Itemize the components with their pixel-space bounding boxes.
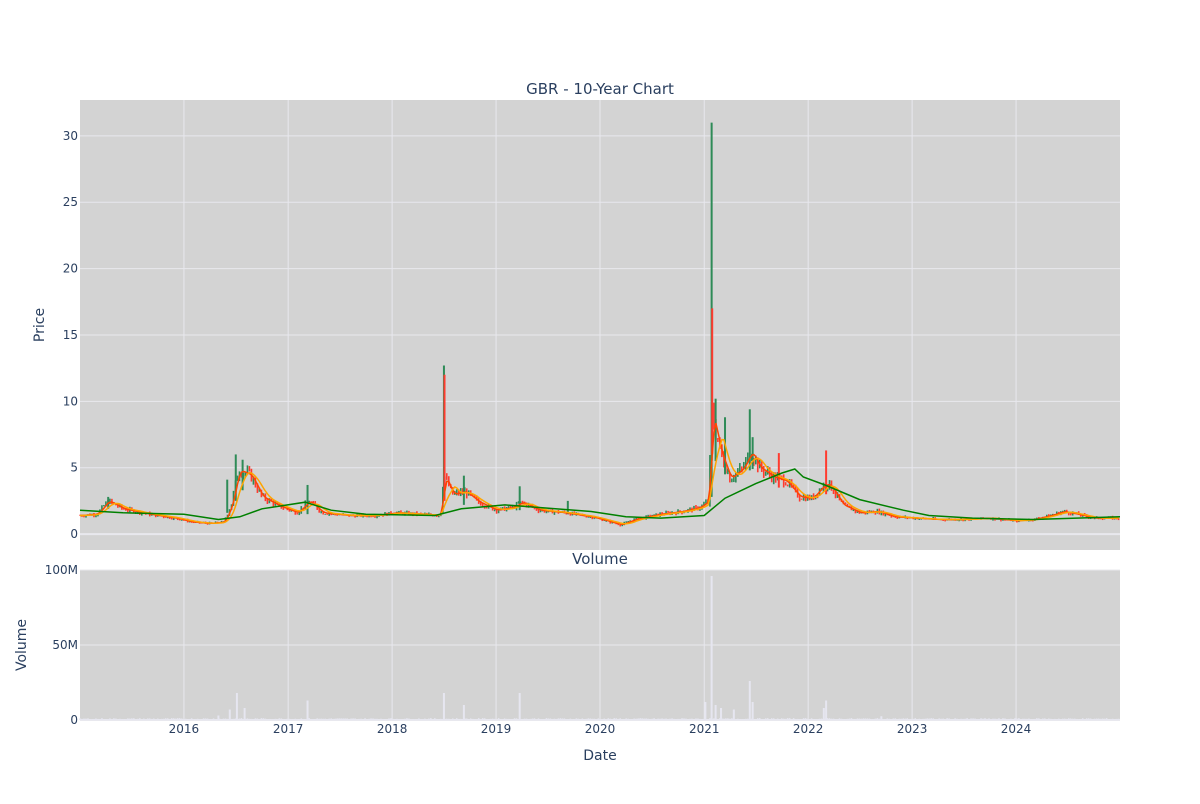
date-xtick-label-2024: 2024 [1001, 722, 1032, 736]
date-xtick-label-2019: 2019 [481, 722, 512, 736]
ma-mid-line [80, 438, 1119, 525]
date-xtick-label-2016: 2016 [169, 722, 200, 736]
ma-slow-line [79, 468, 1121, 521]
price-ytick-label-20: 20 [63, 262, 78, 276]
date-xtick-label-2018: 2018 [377, 722, 408, 736]
volume-ytick-label-0: 0 [70, 713, 78, 727]
gridlines [80, 100, 1120, 721]
date-xtick-label-2017: 2017 [273, 722, 304, 736]
price-ytick-label-10: 10 [63, 394, 78, 408]
date-axis-label: Date [583, 748, 616, 764]
price-axis-label: Price [32, 308, 48, 342]
volume-ytick-label-100M: 100M [45, 563, 78, 577]
price-ytick-label-5: 5 [70, 461, 78, 475]
price-chart-title: GBR - 10-Year Chart [526, 80, 674, 98]
volume-ytick-label-50M: 50M [52, 638, 78, 652]
date-xtick-label-2021: 2021 [689, 722, 720, 736]
price-ytick-label-25: 25 [63, 195, 78, 209]
date-xtick-label-2020: 2020 [585, 722, 616, 736]
volume-bars [79, 576, 1120, 720]
price-ytick-label-15: 15 [63, 328, 78, 342]
date-xtick-label-2022: 2022 [793, 722, 824, 736]
price-ytick-label-0: 0 [70, 527, 78, 541]
volume-axis-label: Volume [14, 619, 30, 671]
volume-chart-title: Volume [572, 550, 628, 568]
price-ytick-label-30: 30 [63, 129, 78, 143]
date-xtick-label-2023: 2023 [897, 722, 928, 736]
